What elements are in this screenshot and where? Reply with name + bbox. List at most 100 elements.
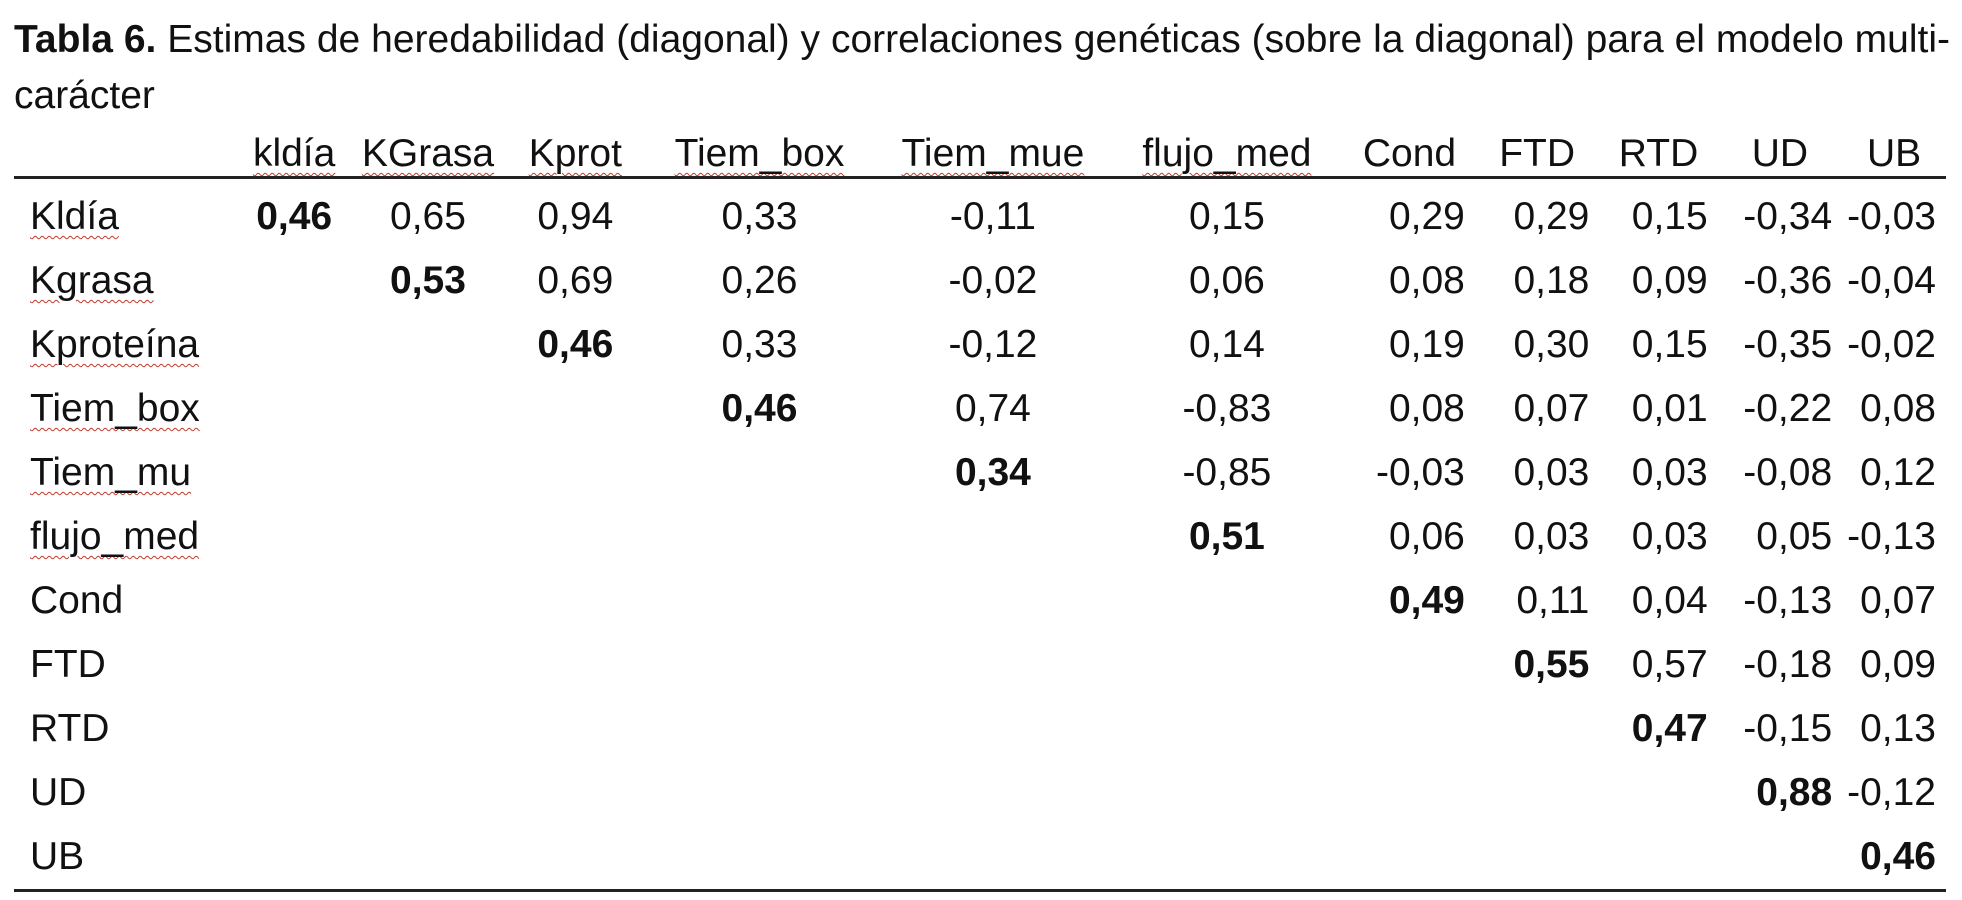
row-label-cell: flujo_med — [14, 505, 240, 569]
row-label-cell: RTD — [14, 697, 240, 761]
row-label-cell: UB — [14, 825, 241, 892]
correlation-cell: -0,03 — [1847, 195, 1936, 238]
correlation-cell: 0,11 — [1516, 579, 1590, 622]
column-header: KGrasa — [348, 122, 508, 179]
empty-cell — [240, 633, 348, 697]
empty-cell — [1475, 761, 1600, 825]
empty-cell — [876, 633, 1109, 697]
empty-cell — [508, 441, 643, 505]
correlation-cell: -0,02 — [1847, 323, 1936, 366]
empty-cell — [240, 697, 348, 761]
correlation-cell: -0,18 — [1743, 643, 1833, 686]
heritability-cell: 0,34 — [954, 451, 1031, 494]
empty-cell — [1475, 697, 1600, 761]
row-label-cell: FTD — [14, 633, 240, 697]
row-label: Tiem_mu — [30, 451, 192, 494]
empty-cell — [1110, 761, 1344, 825]
empty-cell — [240, 249, 348, 313]
correlation-cell: 0,14 — [1188, 323, 1265, 366]
heritability-cell: 0,46 — [1842, 825, 1946, 892]
heritability-cell: 0,88 — [1756, 771, 1833, 814]
row-label: UD — [30, 771, 87, 814]
row-label-cell: Tiem_mu — [14, 441, 240, 505]
correlation-cell: 0,03 — [1631, 515, 1708, 558]
empty-cell — [643, 441, 876, 505]
table-row: Cond 0,49 0,11 0,04 -0,13 0,07 — [14, 569, 1946, 633]
row-label-cell: Kldía — [14, 178, 240, 250]
column-header: UB — [1842, 122, 1946, 179]
empty-cell — [240, 825, 349, 892]
column-header-text: Tiem_box — [674, 132, 845, 175]
row-label: RTD — [30, 707, 110, 750]
correlation-cell: 0,08 — [1388, 387, 1465, 430]
column-header: flujo_med — [1109, 122, 1345, 179]
correlation-cell: 0,57 — [1631, 643, 1708, 686]
table-row: Kgrasa 0,53 0,69 0,26 -0,02 0,06 0,08 0,18 0,09-… — [14, 249, 1946, 313]
column-header: UD — [1717, 122, 1843, 179]
empty-cell — [348, 441, 508, 505]
empty-cell — [507, 825, 643, 892]
empty-cell — [348, 633, 508, 697]
caption-text: Estimas de heredabilidad (diagonal) y co… — [14, 18, 1950, 117]
column-header: Tiem_mue — [876, 122, 1110, 179]
correlation-cell: 0,12 — [1860, 451, 1936, 494]
correlation-cell: 0,06 — [1388, 515, 1465, 558]
empty-cell — [1110, 569, 1344, 633]
empty-cell — [1599, 761, 1717, 825]
correlation-cell: -0,03 — [1375, 451, 1465, 494]
column-header-text: RTD — [1618, 132, 1699, 175]
correlation-cell: -0,02 — [948, 259, 1038, 302]
column-header: FTD — [1474, 122, 1600, 179]
correlation-cell: 0,15 — [1631, 195, 1708, 238]
empty-cell — [876, 761, 1109, 825]
column-header-text: Cond — [1362, 132, 1457, 175]
correlation-cell: 0,33 — [721, 323, 798, 366]
empty-cell — [1109, 825, 1345, 892]
empty-cell — [348, 761, 508, 825]
column-header: Cond — [1344, 122, 1475, 179]
correlation-cell: -0,36 — [1743, 259, 1833, 302]
row-label: Tiem_box — [30, 387, 200, 430]
empty-cell — [240, 441, 348, 505]
empty-cell — [240, 377, 348, 441]
correlation-cell: 0,07 — [1513, 387, 1590, 430]
correlation-cell: 0,09 — [1860, 643, 1936, 686]
empty-cell — [1344, 697, 1475, 761]
table-row: Kproteína 0,46 0,33 -0,12 0,14 0,19 0,30 0,15 -0… — [14, 313, 1946, 377]
column-header-text: kldía — [252, 132, 336, 175]
correlation-cell: -0,22 — [1743, 387, 1833, 430]
correlation-cell: -0,13 — [1743, 579, 1833, 622]
correlation-cell: 0,94 — [537, 195, 614, 238]
correlation-cell: -0,13 — [1847, 515, 1936, 558]
correlation-cell: 0,18 — [1513, 259, 1590, 302]
column-header-text: Tiem_mue — [901, 132, 1085, 175]
empty-cell — [348, 313, 508, 377]
empty-cell — [876, 825, 1110, 892]
column-header-text: FTD — [1499, 132, 1576, 175]
correlation-cell: -0,83 — [1182, 387, 1272, 430]
heritability-cell: 0,47 — [1631, 707, 1708, 750]
correlation-cell: -0,15 — [1743, 707, 1833, 750]
column-header: Tiem_box — [642, 122, 877, 179]
empty-cell — [876, 569, 1109, 633]
empty-cell — [348, 505, 508, 569]
table-caption: Tabla 6. Estimas de heredabilidad (diago… — [14, 12, 1950, 124]
row-label: FTD — [30, 643, 106, 686]
heritability-cell: 0,51 — [1188, 515, 1265, 558]
correlation-cell: -0,08 — [1743, 451, 1833, 494]
empty-cell — [642, 825, 877, 892]
empty-cell — [348, 377, 508, 441]
correlation-cell: -0,04 — [1847, 259, 1936, 302]
empty-cell — [240, 761, 348, 825]
row-label: Kgrasa — [30, 259, 154, 302]
correlation-cell: 0,09 — [1631, 259, 1708, 302]
empty-cell — [348, 697, 508, 761]
table-header-row: kldía KGrasa Kprot Tiem_box Tiem_mue flu… — [14, 122, 1946, 179]
correlation-cell: 0,33 — [721, 195, 798, 238]
row-label-cell: Kproteína — [14, 313, 240, 377]
caption-label: Tabla 6. — [14, 18, 157, 61]
correlation-cell: -0,12 — [948, 323, 1038, 366]
correlation-cell: 0,01 — [1631, 387, 1708, 430]
empty-cell — [1344, 825, 1475, 892]
row-label-cell: Tiem_box — [14, 377, 240, 441]
